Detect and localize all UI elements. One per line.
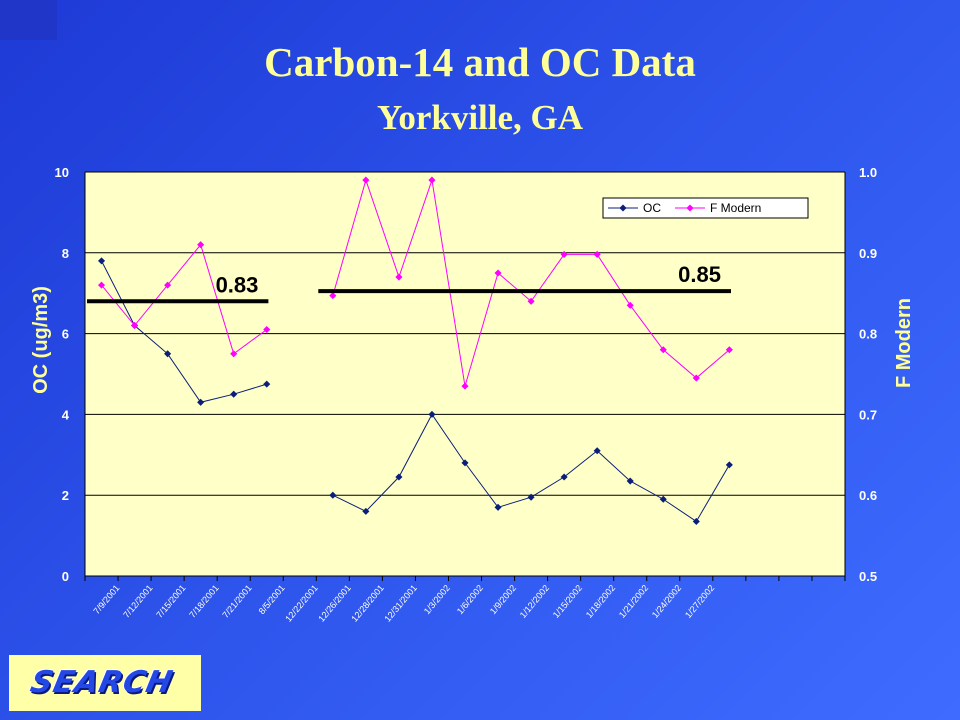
x-tick-label: 1/9/2002 — [488, 583, 518, 616]
data-point — [593, 447, 601, 455]
data-point — [725, 461, 733, 469]
y-right-tick-label: 0.6 — [859, 488, 877, 503]
legend: OC F Modern — [602, 197, 809, 219]
data-point — [428, 176, 436, 184]
data-point — [131, 321, 139, 330]
x-tick-label: 7/12/2001 — [121, 583, 154, 620]
data-point — [395, 473, 403, 481]
data-point — [560, 250, 568, 258]
data-point — [626, 301, 634, 309]
data-point — [461, 382, 469, 390]
data-point — [725, 346, 733, 354]
x-tick-label: 1/6/2002 — [455, 583, 485, 616]
legend-entry: F Modern — [710, 201, 761, 215]
y-right-tick-label: 0.7 — [859, 407, 877, 422]
data-point — [560, 473, 568, 481]
data-point — [97, 257, 106, 265]
x-tick-label: 7/15/2001 — [154, 583, 187, 620]
data-point — [395, 273, 403, 281]
y-left-tick-label: 10 — [55, 165, 69, 180]
x-tick-label: 7/9/2001 — [91, 583, 121, 616]
series-line — [101, 243, 268, 355]
series-f-modern — [97, 176, 733, 390]
page-title: Carbon-14 and OC Data — [264, 39, 696, 85]
search-badge: SEARCH — [9, 655, 201, 711]
data-point — [164, 281, 172, 289]
data-point — [329, 491, 337, 499]
data-point — [230, 390, 238, 398]
x-tick-label: 1/18/2002 — [584, 583, 617, 620]
y-left-tick-label: 2 — [62, 488, 69, 503]
corner-block — [0, 0, 57, 40]
average-label: 0.85 — [678, 262, 721, 287]
y-left-axis-label: OC (ug/m3) — [30, 286, 52, 394]
x-tick-label: 7/21/2001 — [220, 583, 253, 620]
average-annotations: 0.83 0.85 — [87, 262, 731, 304]
y-right-tick-labels: 0.5 0.6 0.7 0.8 0.9 1.0 — [859, 165, 877, 584]
page-subtitle: Yorkville, GA — [376, 98, 584, 137]
data-point — [197, 241, 205, 249]
x-tick-label: 1/15/2002 — [551, 583, 584, 620]
x-tick-label: 12/22/2001 — [283, 583, 320, 624]
legend-marker — [686, 204, 694, 212]
data-point — [692, 374, 700, 382]
legend-box — [602, 197, 809, 219]
y-left-tick-label: 6 — [62, 327, 69, 342]
data-point — [593, 250, 601, 258]
x-tick-label: 12/28/2001 — [349, 583, 386, 624]
data-point — [527, 493, 535, 501]
legend-entry: OC — [643, 201, 661, 215]
x-tick-label: 1/12/2002 — [518, 583, 551, 620]
y-right-tick-label: 0.5 — [859, 569, 877, 584]
data-point — [97, 281, 106, 289]
y-left-tick-labels: 0 2 4 6 8 10 — [55, 165, 70, 584]
average-label: 0.83 — [216, 272, 259, 297]
data-point — [692, 517, 700, 525]
data-point — [197, 398, 205, 406]
gridlines — [85, 171, 845, 496]
y-right-axis-label: F Modern — [893, 298, 915, 388]
x-tick-label: 1/3/2002 — [422, 583, 452, 616]
data-point — [659, 346, 667, 354]
data-point — [527, 297, 535, 305]
x-tick-label: 12/26/2001 — [316, 583, 353, 624]
y-left-tick-label: 4 — [62, 407, 70, 422]
y-left-tick-label: 8 — [62, 246, 69, 261]
data-point — [230, 350, 238, 358]
data-point — [329, 292, 337, 300]
x-tick-label: 7/18/2001 — [187, 583, 220, 620]
data-point — [362, 507, 370, 515]
x-tick-label: 1/21/2002 — [617, 583, 650, 620]
plot-area — [85, 172, 845, 576]
x-tick-label: 1/27/2002 — [683, 583, 716, 620]
x-tick-label: 1/24/2002 — [650, 583, 683, 620]
x-tick-labels: 7/9/2001 7/12/2001 7/15/2001 7/18/2001 7/21/… — [91, 583, 716, 624]
data-point — [428, 410, 436, 418]
series-layer — [97, 176, 733, 525]
data-point — [494, 269, 502, 277]
data-point — [494, 503, 502, 511]
y-right-tick-label: 0.9 — [859, 246, 877, 261]
x-tick-label: 12/31/2001 — [382, 583, 419, 624]
y-left-tick-label: 0 — [62, 569, 69, 584]
data-point — [461, 459, 469, 467]
search-logo-text: SEARCH — [27, 665, 177, 700]
axes — [84, 172, 846, 581]
y-right-tick-label: 0.8 — [859, 327, 877, 342]
y-right-tick-label: 1.0 — [859, 165, 877, 180]
series-line — [101, 260, 267, 403]
data-point — [362, 176, 370, 184]
legend-marker — [619, 204, 627, 212]
data-point — [263, 326, 271, 334]
data-point — [626, 477, 634, 485]
data-point — [263, 380, 271, 388]
x-tick-label: 8/5/2001 — [257, 583, 287, 616]
data-point — [164, 350, 172, 358]
data-point — [659, 495, 667, 503]
